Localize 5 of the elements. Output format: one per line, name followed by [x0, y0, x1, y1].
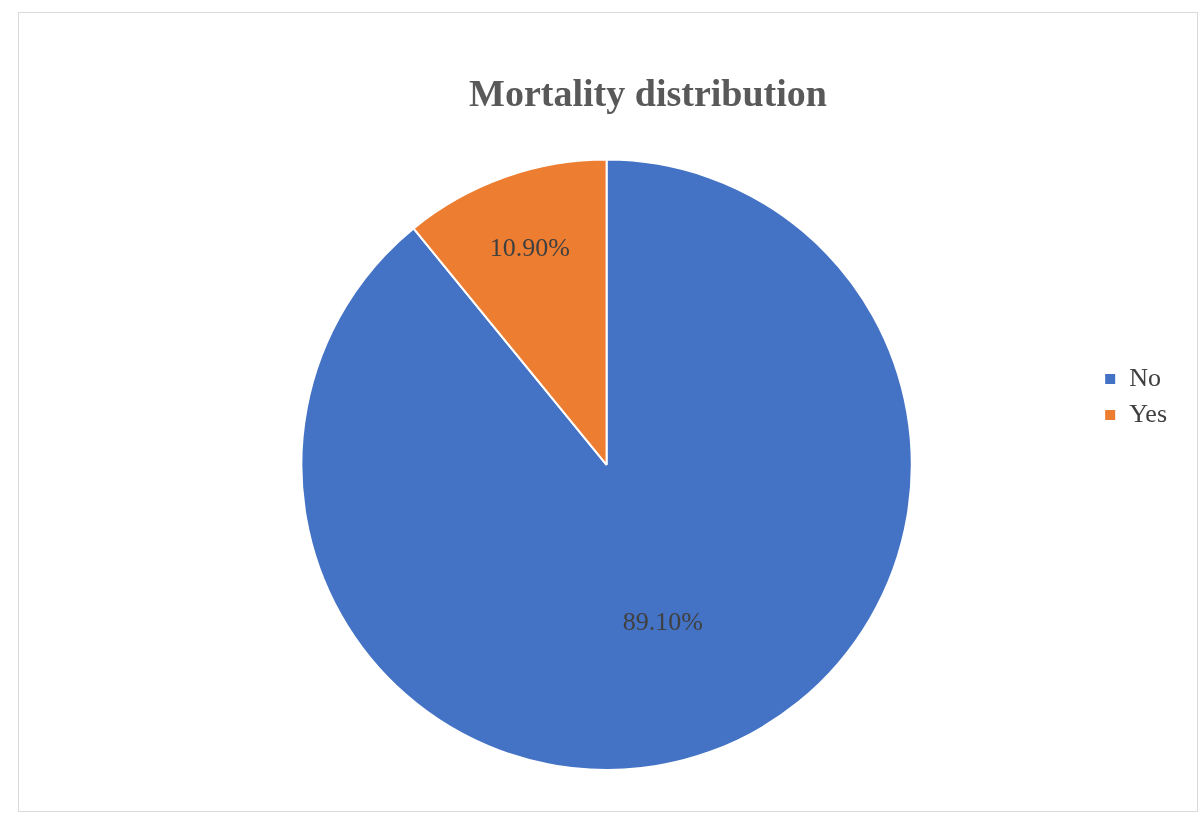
data-label: 89.10% [622, 606, 704, 636]
chart-title: Mortality distribution [469, 71, 827, 114]
legend-label: Yes [1129, 398, 1168, 428]
data-label: 10.90% [489, 233, 570, 263]
legend-label: No [1129, 362, 1161, 392]
